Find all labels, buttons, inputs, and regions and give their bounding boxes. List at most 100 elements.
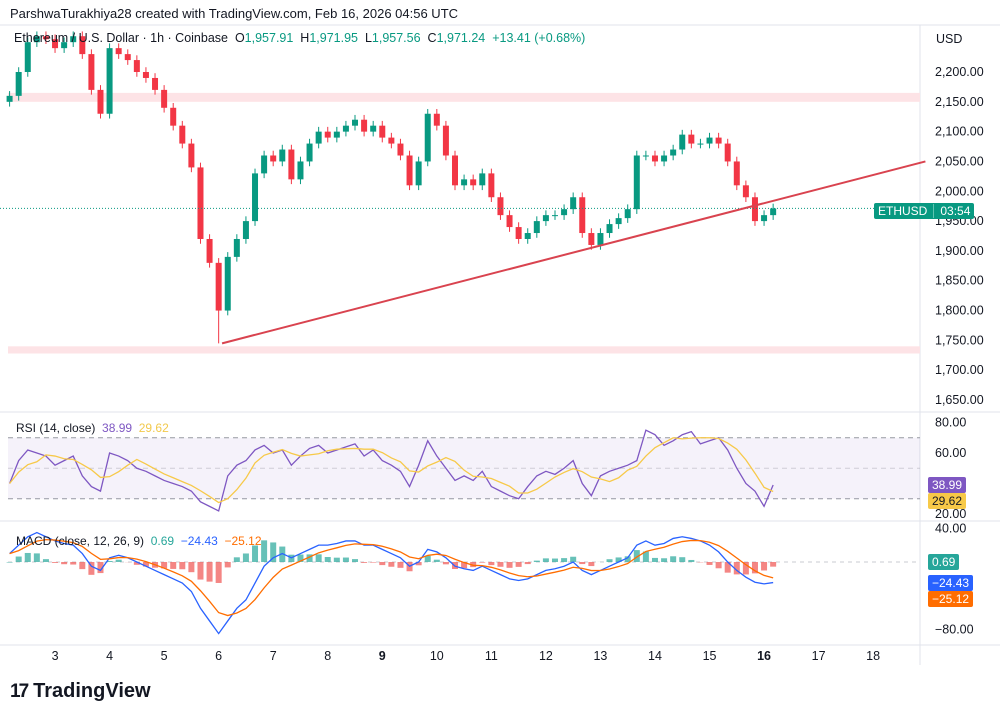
price-axis-label: 1,900.00 xyxy=(935,244,984,258)
macd-histogram-bar xyxy=(6,562,13,563)
candle-body xyxy=(352,119,359,126)
macd-histogram-bar xyxy=(470,562,477,568)
candle-body xyxy=(770,208,777,216)
candle xyxy=(624,204,631,223)
candle xyxy=(142,67,149,83)
candle-body xyxy=(61,42,68,49)
price-tag-symbol: ETHUSD xyxy=(878,204,928,218)
macd-histogram-bar xyxy=(224,562,231,568)
candle-body xyxy=(479,173,486,186)
last-price-tag: ETHUSD 03:54 xyxy=(874,203,975,219)
time-axis-label: 8 xyxy=(324,649,331,663)
macd-histogram-bar xyxy=(15,556,22,562)
candle xyxy=(370,120,377,137)
candle xyxy=(188,138,195,173)
time-axis-label: 11 xyxy=(485,649,498,663)
currency-label[interactable]: USD xyxy=(936,32,963,46)
candle-body xyxy=(233,238,240,257)
candle xyxy=(106,43,113,119)
macd-histogram-bar xyxy=(424,555,431,562)
candle xyxy=(279,144,286,167)
price-axis-label: 1,700.00 xyxy=(935,363,984,377)
candle-body xyxy=(24,42,31,72)
candle xyxy=(670,144,677,161)
time-axis-label: 14 xyxy=(648,649,662,663)
macd-histogram-bar xyxy=(588,562,595,567)
candle-body xyxy=(42,36,49,40)
candle xyxy=(742,180,749,203)
candle xyxy=(252,168,259,226)
candle xyxy=(770,203,777,220)
candle-body xyxy=(606,224,613,234)
macd-histogram-bar xyxy=(761,562,768,571)
macd-label[interactable]: MACD (close, 12, 26, 9) xyxy=(16,534,145,548)
time-axis-label: 16 xyxy=(757,649,771,663)
macd-histogram-bar xyxy=(333,557,340,562)
candle xyxy=(688,129,695,149)
time-axis-label: 10 xyxy=(430,649,444,663)
candle xyxy=(197,162,204,244)
candle xyxy=(97,85,104,119)
price-axis-label: 1,650.00 xyxy=(935,393,984,407)
macd-histogram-bar xyxy=(170,562,177,569)
price-axis-label: 2,150.00 xyxy=(935,95,984,109)
macd-histogram-bar xyxy=(606,559,613,562)
macd-signal-line xyxy=(9,538,774,617)
candle-body xyxy=(597,233,604,245)
candle-body xyxy=(442,125,449,156)
macd-histogram-bar xyxy=(42,559,49,562)
macd-histogram-bar xyxy=(524,562,531,565)
time-axis-label: 9 xyxy=(379,649,386,663)
rsi-axis-label: 60.00 xyxy=(935,446,966,460)
candle xyxy=(33,31,40,47)
candle-body xyxy=(561,209,568,216)
candle xyxy=(270,150,277,167)
candle-body xyxy=(333,131,340,138)
symbol-name[interactable]: Ethereum / U.S. Dollar · 1h · Coinbase xyxy=(14,31,228,45)
macd-histogram-bar xyxy=(506,562,513,568)
macd-histogram-bar xyxy=(88,562,95,575)
close-label: C xyxy=(427,31,437,45)
time-axis-label: 18 xyxy=(866,649,880,663)
macd-histogram-bar xyxy=(179,562,186,570)
candle xyxy=(751,192,758,226)
macd-histogram-bar xyxy=(733,562,740,575)
price-tag-countdown: 03:54 xyxy=(933,204,970,218)
candle-body xyxy=(406,155,413,186)
macd-histogram-bar xyxy=(206,562,213,582)
macd-histogram-bar xyxy=(252,545,259,562)
macd-histogram-bar xyxy=(242,553,249,562)
macd-histogram-bar xyxy=(442,562,449,565)
rsi-label[interactable]: RSI (14, close) xyxy=(16,421,96,435)
candle xyxy=(561,204,568,220)
candle xyxy=(124,49,131,65)
candle xyxy=(679,129,686,155)
price-axis-label: 1,750.00 xyxy=(935,333,984,347)
macd-histogram-bar xyxy=(97,562,104,574)
tradingview-logo[interactable]: 17 TradingView xyxy=(10,680,151,703)
time-axis-label: 5 xyxy=(161,649,168,663)
candle xyxy=(606,219,613,238)
candle-body xyxy=(524,233,531,239)
macd-axis-label: 40.00 xyxy=(935,521,966,535)
macd-histogram-bar xyxy=(370,562,377,563)
candle-body xyxy=(506,215,513,228)
macd-histogram-bar xyxy=(115,559,122,562)
candle xyxy=(724,138,731,167)
candle-body xyxy=(706,137,713,144)
candle xyxy=(697,138,704,149)
candle xyxy=(579,192,586,238)
macd-histogram-bar xyxy=(388,562,395,567)
candle xyxy=(6,91,13,107)
macd-histogram-bar xyxy=(688,559,695,562)
candle-body xyxy=(197,167,204,239)
candle-body xyxy=(461,179,468,186)
candle xyxy=(733,156,740,191)
candle-body xyxy=(551,215,558,217)
macd-histogram-bar xyxy=(52,562,59,563)
candle-body xyxy=(315,131,322,144)
time-axis-label: 3 xyxy=(52,649,59,663)
macd-histogram-bar xyxy=(397,562,404,568)
candle-body xyxy=(161,89,168,108)
